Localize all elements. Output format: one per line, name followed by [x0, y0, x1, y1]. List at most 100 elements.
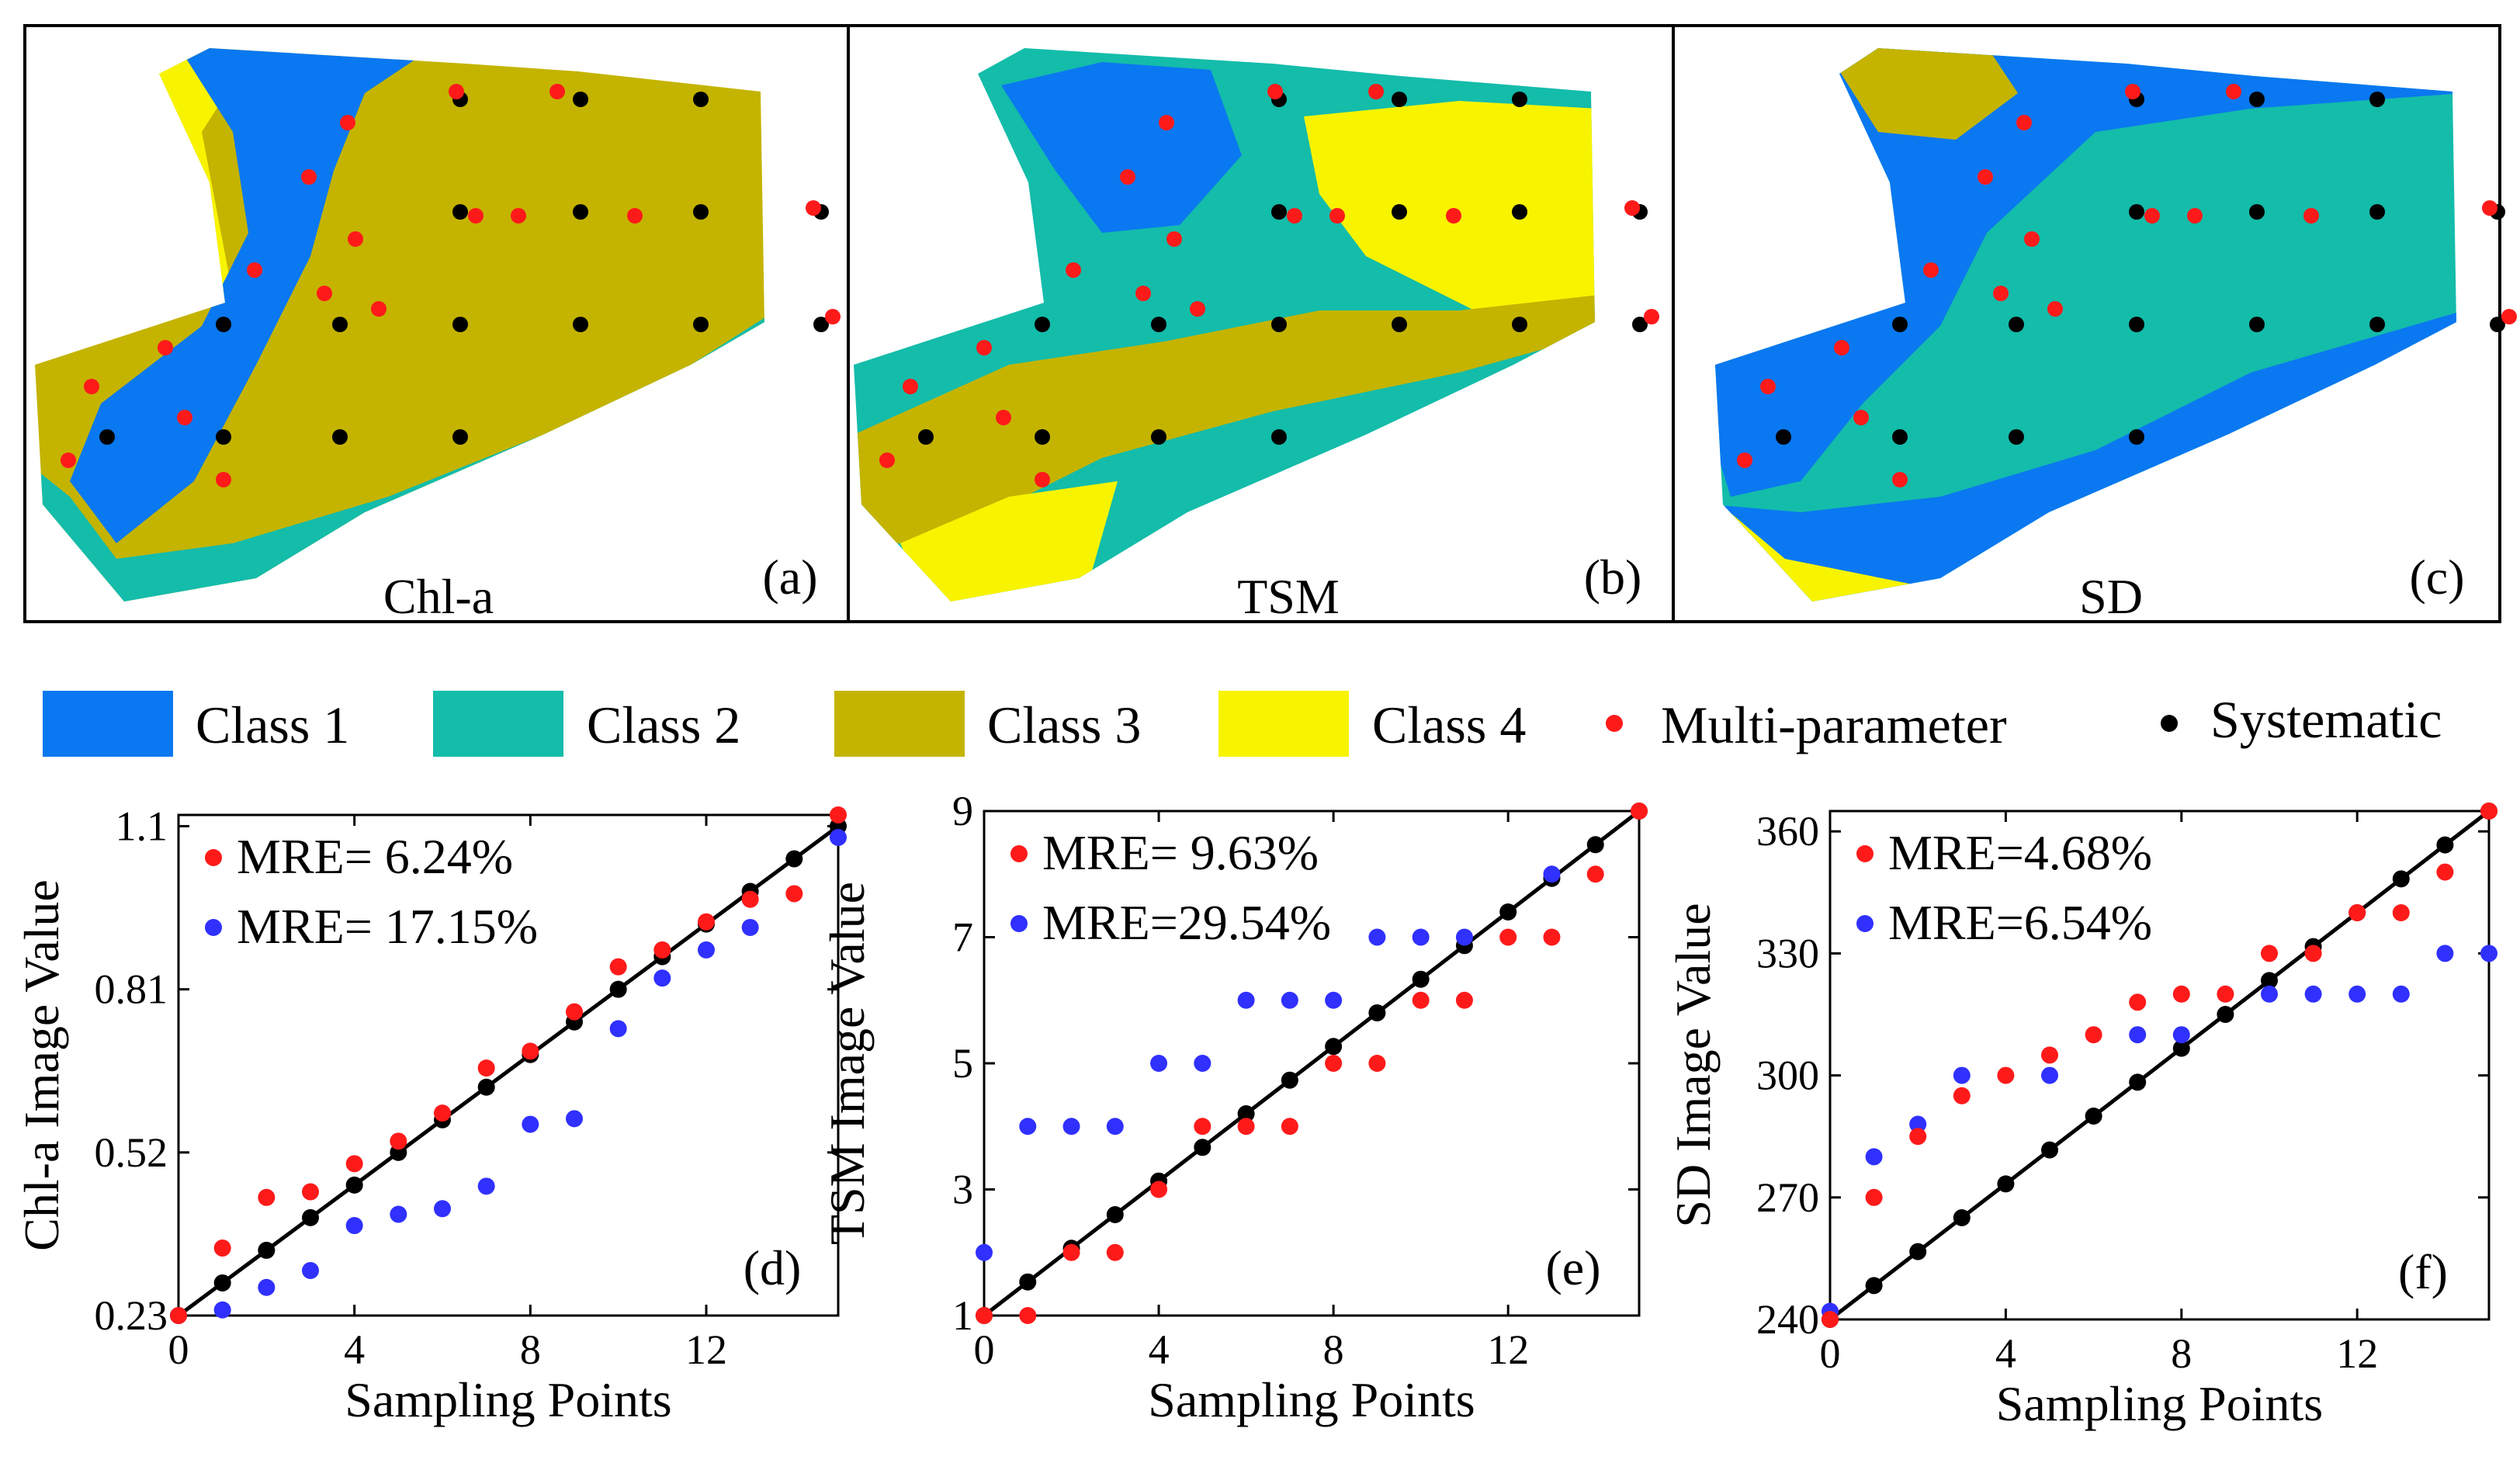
systematic-point-d	[390, 1205, 407, 1223]
systematic-point-d	[477, 1177, 495, 1195]
legend-marker-multi	[1606, 715, 1623, 732]
systematic-point-d	[434, 1200, 451, 1218]
map-multiparameter-point	[1978, 169, 1993, 185]
panel-tag-e: (e)	[1545, 1240, 1600, 1295]
reference-point-e	[1499, 903, 1517, 920]
map-multiparameter-point	[449, 84, 464, 99]
legend-label-class1: Class 1	[196, 695, 349, 754]
reference-point-f	[2392, 870, 2410, 888]
legend-label-class4: Class 4	[1372, 695, 1526, 754]
map-multiparameter-point	[2501, 309, 2517, 324]
legend-label-class3: Class 3	[987, 695, 1141, 754]
mre-label-e-0: MRE= 9.63%	[1042, 825, 1319, 880]
map-panel-c	[1715, 48, 2456, 602]
mre-marker-f-0	[1856, 845, 1874, 862]
x-tick-label-e: 8	[1323, 1326, 1344, 1373]
map-systematic-point	[1512, 92, 1527, 107]
systematic-point-e	[1237, 991, 1255, 1009]
multi-point-f	[1953, 1087, 1971, 1104]
plot-frame-f	[1828, 810, 2491, 1321]
reference-point-f	[1865, 1277, 1883, 1295]
reference-point-e	[1106, 1206, 1124, 1223]
map-multiparameter-point	[1834, 340, 1849, 355]
map-systematic-point	[1892, 317, 1908, 332]
multi-point-e	[1062, 1243, 1080, 1261]
y-tick-label-e: 9	[952, 788, 973, 834]
multi-point-f	[2085, 1026, 2102, 1044]
map-multiparameter-point	[216, 472, 231, 487]
systematic-point-e	[1455, 928, 1473, 946]
map-systematic-point	[1632, 317, 1648, 332]
reference-point-f	[2436, 836, 2454, 854]
multi-point-f	[2041, 1046, 2058, 1064]
systematic-point-e	[1062, 1118, 1080, 1135]
y-tick-label-e: 3	[952, 1167, 973, 1213]
mre-marker-f-1	[1856, 915, 1874, 932]
panel-tag-d: (d)	[744, 1240, 802, 1295]
systematic-point-f	[2041, 1066, 2058, 1084]
reference-point-d	[302, 1208, 319, 1226]
y-tick-label-e: 5	[952, 1040, 973, 1087]
chart-d: 0 4 8 12 0.23 0.52 0.81 1.1 Sampling Points Chl-a…	[14, 803, 847, 1427]
map-systematic-point	[1035, 429, 1050, 445]
multi-point-e	[1106, 1243, 1124, 1261]
map-systematic-point	[693, 317, 709, 332]
multi-point-f	[1865, 1188, 1883, 1206]
map-multiparameter-point	[2125, 84, 2140, 99]
reference-point-d	[785, 850, 803, 868]
systematic-point-f	[2480, 945, 2497, 962]
map-systematic-point	[1512, 317, 1527, 332]
reference-point-e	[1325, 1038, 1343, 1056]
systematic-point-f	[1909, 1115, 1927, 1133]
lake-map-c	[1715, 48, 2456, 602]
lake-map-a	[35, 48, 764, 602]
multi-point-f	[2217, 985, 2234, 1003]
multi-point-e	[1499, 928, 1517, 946]
x-tick-label-d: 4	[344, 1326, 365, 1373]
multi-point-e	[1631, 803, 1648, 820]
multi-point-e	[1325, 1055, 1343, 1072]
systematic-point-f	[2392, 985, 2410, 1003]
class1-area-c	[1715, 48, 2456, 497]
y-axis-label-f: SD Image Value	[1666, 903, 1721, 1227]
systematic-point-d	[653, 969, 671, 987]
map-systematic-point	[2369, 317, 2385, 332]
mre-label-f-1: MRE=6.54%	[1888, 895, 2152, 950]
multi-point-e	[976, 1307, 993, 1324]
map-multiparameter-point	[976, 340, 992, 355]
map-multiparameter-point	[348, 231, 363, 247]
multi-point-d	[390, 1132, 407, 1150]
multi-point-f	[2261, 945, 2278, 962]
systematic-point-d	[741, 918, 759, 936]
map-systematic-point	[813, 317, 829, 332]
reference-point-e	[1368, 1004, 1386, 1021]
multi-point-f	[2129, 993, 2147, 1011]
x-tick-label-f: 0	[1820, 1330, 1841, 1377]
multi-point-d	[522, 1042, 539, 1060]
map-tag-c: (c)	[2409, 550, 2464, 605]
multi-point-f	[1909, 1128, 1927, 1146]
multi-point-d	[434, 1104, 451, 1122]
reference-point-d	[609, 980, 627, 998]
map-multiparameter-point	[301, 169, 317, 185]
map-multiparameter-point	[177, 410, 192, 425]
map-systematic-point	[452, 429, 468, 445]
legend: Class 1 Class 2 Class 3 Class 4 Multi-pa…	[43, 690, 2442, 757]
reference-line-e	[983, 810, 1641, 1317]
map-systematic-point	[1271, 317, 1287, 332]
map-multiparameter-point	[468, 208, 484, 224]
reference-point-f	[2217, 1006, 2234, 1023]
chart-e: 0 4 8 12 1 3 5 7 9 Sampling Points TSM Image Value…	[820, 788, 1648, 1427]
map-multiparameter-point	[1737, 452, 1752, 468]
mre-marker-e-1	[1010, 915, 1028, 932]
map-multiparameter-point	[1923, 262, 1939, 278]
y-tick-label-f: 240	[1756, 1296, 1819, 1343]
class4-area-b2	[900, 481, 1118, 602]
map-multiparameter-point	[84, 379, 99, 394]
reference-point-d	[345, 1176, 363, 1194]
systematic-point-f	[2129, 1026, 2147, 1044]
multi-point-e	[1019, 1307, 1037, 1324]
map-systematic-point	[332, 317, 348, 332]
multi-point-f	[2436, 863, 2454, 881]
map-systematic-point	[693, 204, 709, 220]
